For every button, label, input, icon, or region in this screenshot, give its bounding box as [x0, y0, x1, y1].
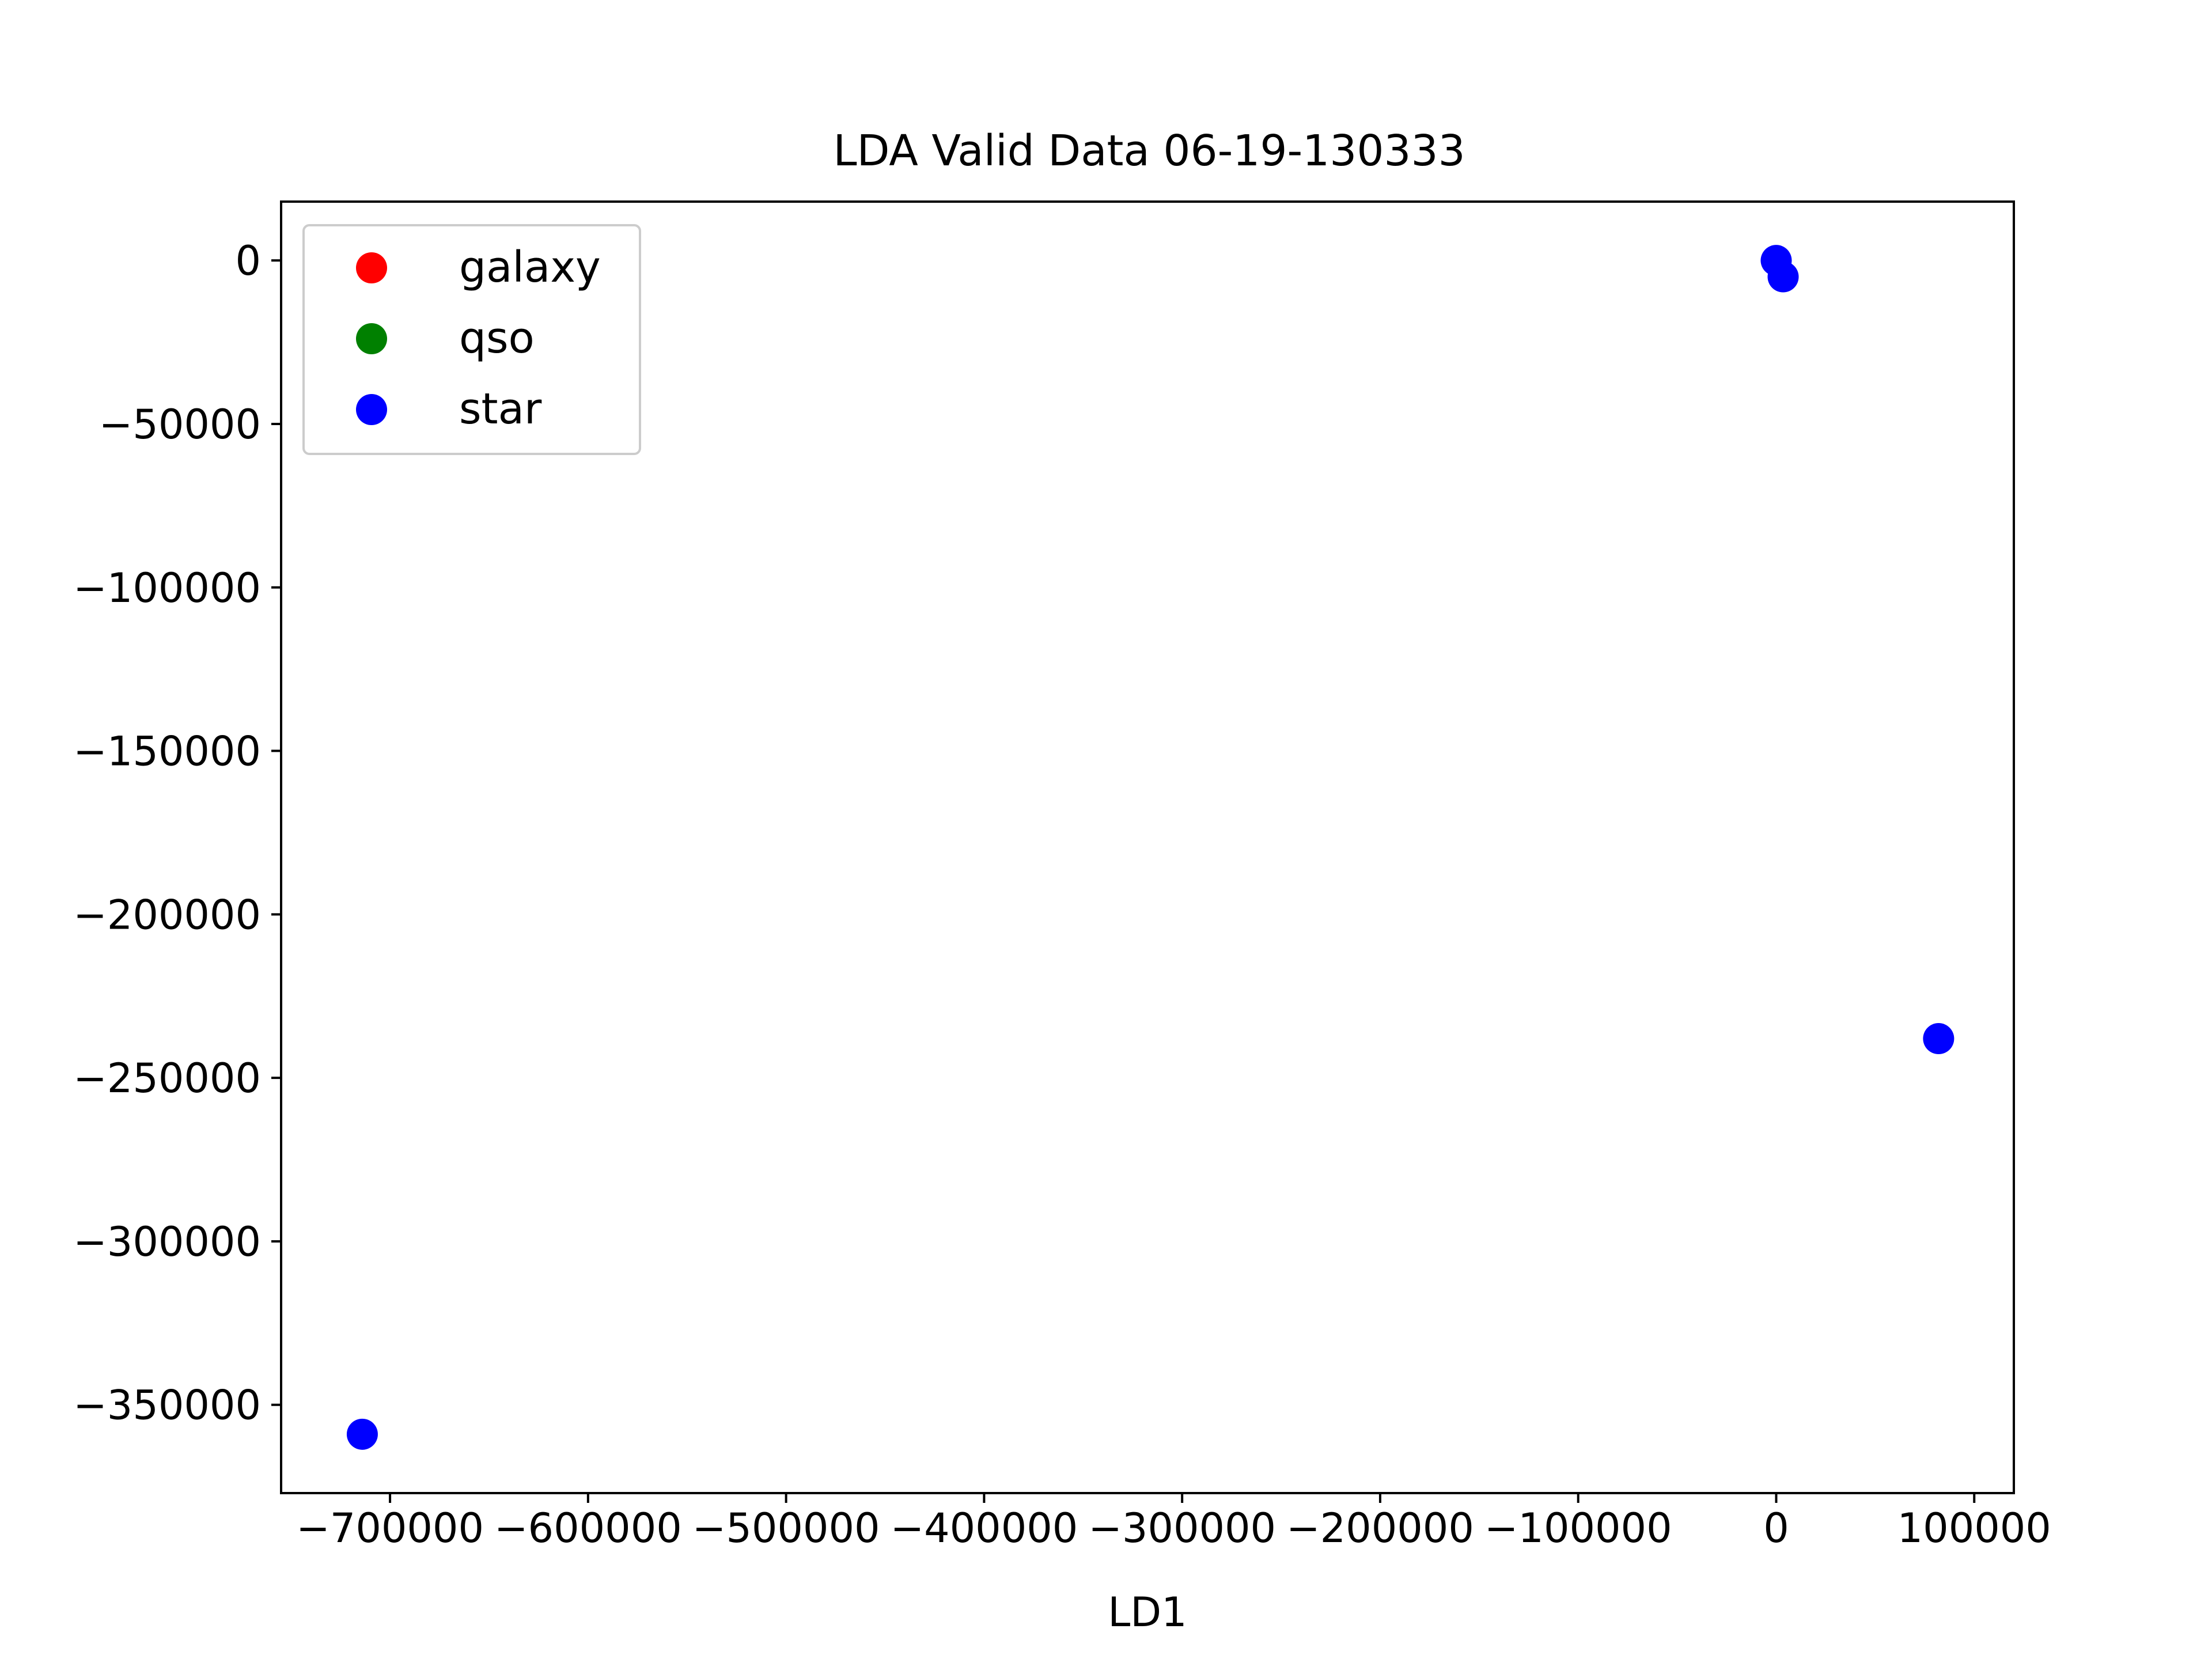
- y-axis: 0 −50000 −100000 −150000 −200000 −250000 −3000…: [73, 237, 281, 1429]
- y-tick-label: −350000: [73, 1382, 261, 1429]
- x-tick-label: −200000: [1286, 1505, 1474, 1552]
- legend-label-star: star: [459, 384, 542, 434]
- data-point-star: [1923, 1023, 1955, 1055]
- chart-title: LDA Valid Data 06-19-130333: [833, 126, 1465, 176]
- x-axis-label: LD1: [1108, 1589, 1187, 1636]
- x-axis: −700000 −600000 −500000 −400000 −300000 −2000…: [296, 1493, 2051, 1552]
- data-point-star: [1767, 261, 1799, 293]
- data-points: [346, 245, 1955, 1450]
- legend-marker-qso: [356, 323, 387, 354]
- legend-label-qso: qso: [459, 313, 535, 363]
- y-tick-label: −200000: [73, 891, 261, 938]
- x-tick-label: −100000: [1484, 1505, 1672, 1552]
- x-tick-label: −500000: [692, 1505, 880, 1552]
- legend-label-galaxy: galaxy: [459, 243, 601, 292]
- legend-marker-galaxy: [356, 252, 387, 283]
- y-tick-label: −100000: [73, 565, 261, 612]
- y-tick-label: −50000: [99, 401, 261, 448]
- x-tick-label: 100000: [1897, 1505, 2051, 1552]
- legend-frame: [302, 224, 641, 455]
- x-tick-label: −600000: [494, 1505, 682, 1552]
- x-tick-label: −400000: [890, 1505, 1078, 1552]
- y-tick-label: 0: [235, 237, 261, 285]
- legend: galaxy qso star: [302, 224, 641, 455]
- y-tick-label: −250000: [73, 1055, 261, 1102]
- legend-marker-star: [356, 394, 387, 425]
- plot-area: [280, 200, 2015, 1494]
- x-tick-label: 0: [1763, 1505, 1789, 1552]
- x-tick-label: −300000: [1088, 1505, 1276, 1552]
- data-point-star: [346, 1418, 378, 1450]
- y-tick-label: −150000: [73, 728, 261, 775]
- x-tick-label: −700000: [296, 1505, 484, 1552]
- y-tick-label: −300000: [73, 1218, 261, 1266]
